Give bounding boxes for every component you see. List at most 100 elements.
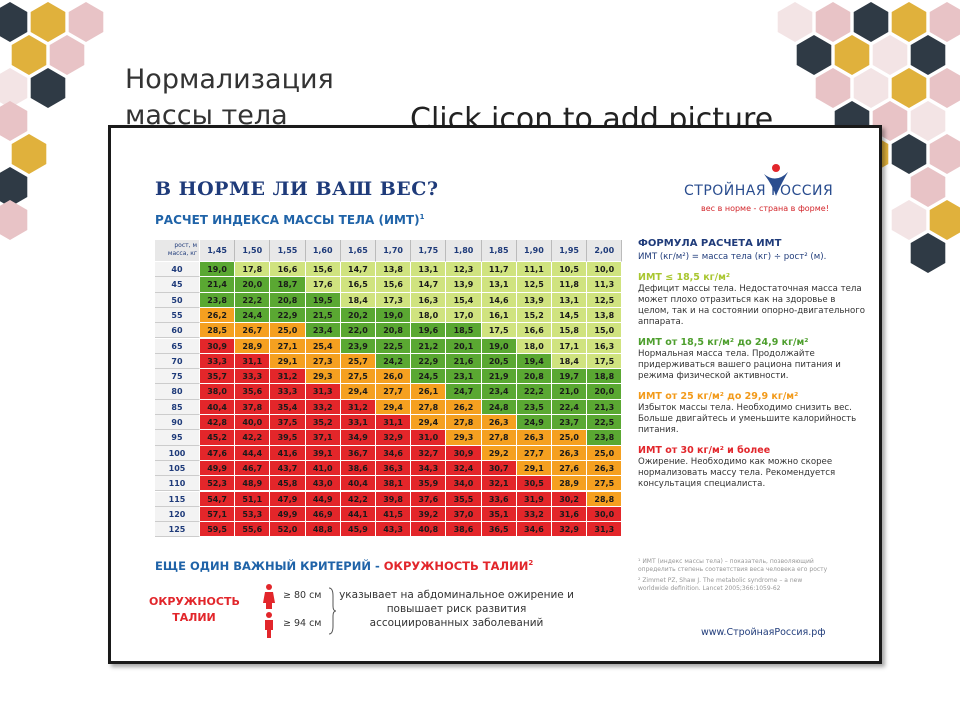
bmi-cell: 15,6 [305, 262, 341, 278]
bmi-cell: 34,6 [376, 445, 412, 461]
bmi-cell: 27,8 [446, 415, 482, 431]
weight-label: 105 [155, 460, 200, 477]
bmi-cell: 39,1 [305, 445, 341, 461]
height-header: 2,00 [587, 240, 623, 262]
hexagon [834, 35, 870, 75]
logo: СТРОЙНАЯ РОССИЯ [684, 183, 834, 199]
bmi-cell: 16,3 [587, 338, 623, 354]
bmi-cell: 18,4 [340, 292, 376, 308]
bmi-cell: 15,6 [376, 277, 412, 293]
person-icons [263, 584, 275, 638]
bmi-cell: 26,2 [200, 307, 236, 324]
class-text: Нормальная масса тела. Продолжайте приде… [638, 349, 841, 381]
bmi-cell: 23,8 [587, 430, 623, 446]
bmi-cell: 29,1 [516, 460, 552, 477]
class-block: ИМТ от 25 кг/м² до 29,9 кг/м² Избыток мас… [638, 391, 868, 436]
bmi-cell: 22,0 [340, 323, 376, 339]
bmi-cell: 15,0 [587, 323, 623, 339]
bmi-cell: 45,2 [200, 430, 236, 446]
bmi-cell: 32,7 [411, 445, 447, 461]
bmi-cell: 19,0 [200, 262, 236, 278]
weight-label: 110 [155, 476, 200, 492]
height-header: 1,50 [235, 240, 271, 262]
weight-label: 90 [155, 415, 200, 431]
bmi-cell: 37,1 [305, 430, 341, 446]
hexagon [0, 2, 28, 42]
bmi-cell: 39,2 [411, 506, 447, 523]
bmi-cell: 29,3 [305, 369, 341, 385]
bmi-cell: 38,1 [376, 476, 412, 492]
class-block: ИМТ от 18,5 кг/м² до 24,9 кг/м² Нормальна… [638, 337, 868, 382]
height-header: 1,85 [481, 240, 517, 262]
bmi-cell: 39,8 [376, 491, 412, 507]
bmi-cell: 12,5 [587, 292, 623, 308]
bmi-cell: 16,1 [481, 307, 517, 324]
bmi-cell: 18,0 [411, 307, 447, 324]
hexagon [796, 35, 832, 75]
bmi-cell: 11,7 [481, 262, 517, 278]
bmi-cell: 41,6 [270, 445, 306, 461]
height-header: 1,75 [411, 240, 447, 262]
bmi-cell: 21,0 [552, 384, 588, 400]
table-title-text: РАСЧЕТ ИНДЕКСА МАССЫ ТЕЛА (ИМТ) [155, 213, 420, 227]
bmi-cell: 23,4 [305, 323, 341, 339]
bmi-cell: 28,8 [587, 491, 623, 507]
waist-text: указывает на абдоминальное ожирение и по… [339, 589, 574, 629]
bmi-cell: 14,5 [552, 307, 588, 324]
bmi-cell: 16,3 [411, 292, 447, 308]
bmi-cell: 36,5 [481, 522, 517, 538]
waist-heading: ЕЩЕ ОДИН ВАЖНЫЙ КРИТЕРИЙ - ОКРУЖНОСТЬ ТА… [155, 559, 533, 573]
bmi-cell: 19,7 [552, 369, 588, 385]
waist-label: ОКРУЖНОСТЬ ТАЛИИ [149, 595, 240, 624]
bmi-cell: 26,3 [516, 430, 552, 446]
weight-label: 45 [155, 277, 200, 293]
hexagon [929, 200, 960, 240]
class-text: Избыток массы тела. Необходимо снизить в… [638, 403, 857, 435]
weight-label: 125 [155, 522, 200, 538]
weight-label: 55 [155, 307, 200, 324]
bmi-cell: 14,6 [481, 292, 517, 308]
bmi-cell: 27,5 [340, 369, 376, 385]
hexagon [0, 167, 28, 207]
bmi-cell: 35,6 [235, 384, 271, 400]
bmi-cell: 25,7 [340, 353, 376, 370]
bmi-cell: 29,2 [481, 445, 517, 461]
bmi-cell: 33,6 [481, 491, 517, 507]
bmi-cell: 25,0 [270, 323, 306, 339]
footnotes: ¹ ИМТ (индекс массы тела) – показатель, … [638, 558, 828, 596]
hexagon [815, 2, 851, 42]
bmi-cell: 43,3 [376, 522, 412, 538]
bmi-cell: 31,3 [587, 522, 623, 538]
bmi-cell: 25,0 [587, 445, 623, 461]
bmi-cell: 42,2 [235, 430, 271, 446]
bmi-cell: 23,4 [481, 384, 517, 400]
bmi-cell: 27,1 [270, 338, 306, 354]
bmi-cell: 20,0 [587, 384, 623, 400]
bmi-cell: 23,7 [552, 415, 588, 431]
hexagon [891, 200, 927, 240]
bmi-cell: 23,8 [200, 292, 236, 308]
bmi-cell: 17,0 [446, 307, 482, 324]
bmi-cell: 33,2 [305, 399, 341, 415]
bmi-cell: 11,1 [516, 262, 552, 278]
bmi-cell: 45,8 [270, 476, 306, 492]
bmi-cell: 27,5 [587, 476, 623, 492]
bmi-cell: 31,9 [516, 491, 552, 507]
bmi-cell: 16,6 [270, 262, 306, 278]
bmi-cell: 16,5 [340, 277, 376, 293]
hexagon [11, 134, 47, 174]
bmi-cell: 23,5 [516, 399, 552, 415]
bmi-cell: 35,9 [411, 476, 447, 492]
bmi-cell: 40,0 [235, 415, 271, 431]
bmi-cell: 24,9 [516, 415, 552, 431]
bmi-cell: 24,7 [446, 384, 482, 400]
bmi-cell: 15,2 [516, 307, 552, 324]
bmi-cell: 44,4 [235, 445, 271, 461]
waist-heading-red: ОКРУЖНОСТЬ ТАЛИИ [383, 559, 529, 573]
hexagon [11, 35, 47, 75]
bmi-cell: 30,2 [552, 491, 588, 507]
tagline: вес в норме - страна в форме! [701, 204, 829, 213]
bmi-cell: 44,1 [340, 506, 376, 523]
bmi-cell: 20,5 [481, 353, 517, 370]
poster-image: В НОРМЕ ЛИ ВАШ ВЕС? СТРОЙНАЯ РОССИЯ вес … [108, 125, 882, 664]
